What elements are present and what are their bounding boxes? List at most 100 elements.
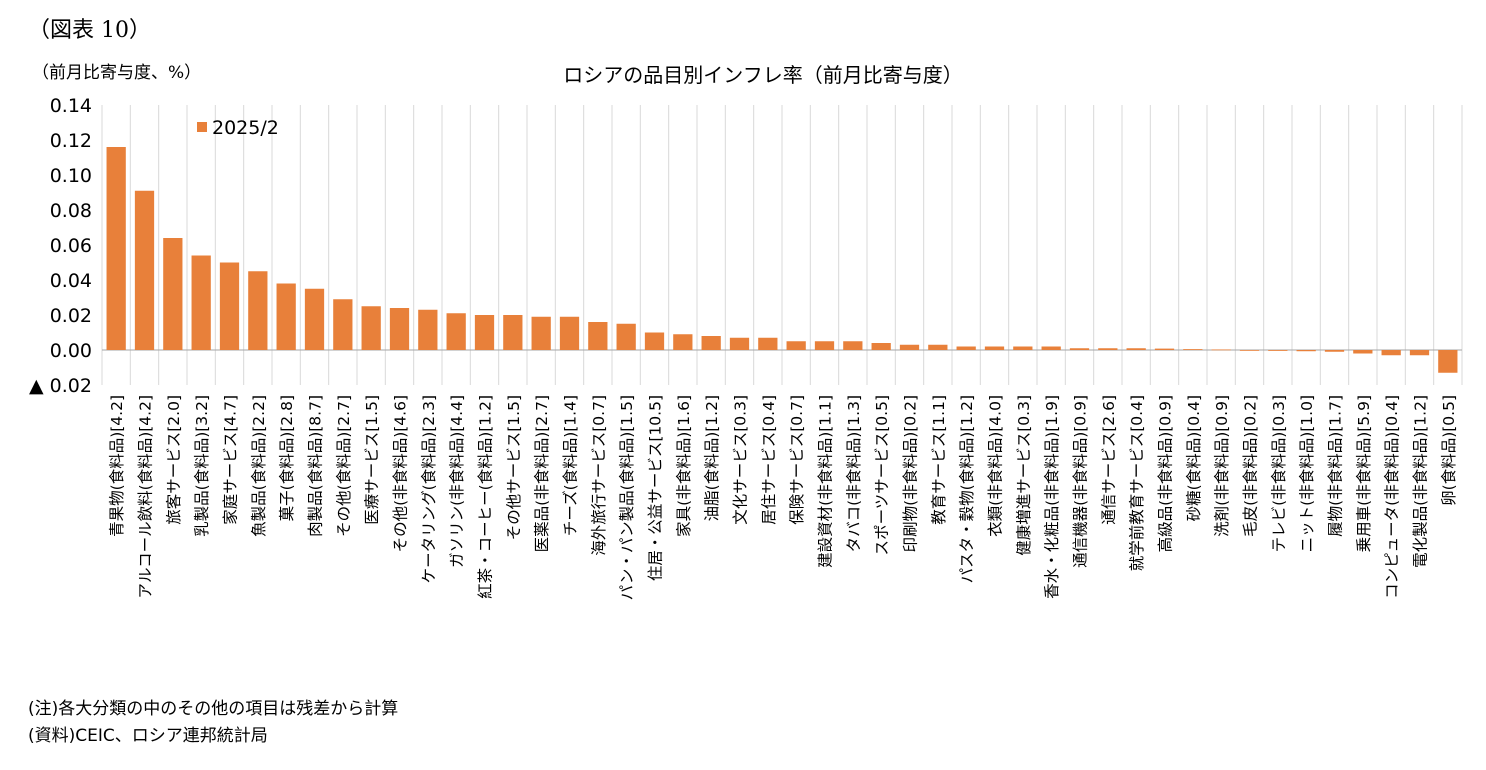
x-tick-label: ケータリング(食料品)[2.3] <box>420 395 438 583</box>
bar <box>531 316 551 350</box>
bar <box>474 315 495 350</box>
x-tick-label: 電化製品(非食料品)[1.2] <box>1412 395 1430 568</box>
y-tick-label: 0.10 <box>50 165 92 187</box>
x-tick-label: 衣類(非食料品)[4.0] <box>987 395 1005 537</box>
x-tick-label: パン・パン製品(食料品)[1.5] <box>618 395 636 600</box>
bar <box>928 344 948 350</box>
figure-label: （図表 10） <box>28 18 151 43</box>
x-tick-label: 印刷物(非食料品)[0.2] <box>902 395 920 552</box>
bar <box>1353 350 1373 354</box>
bar <box>418 309 438 350</box>
x-tick-label: 油脂(食料品)[1.2] <box>703 395 721 521</box>
bar <box>559 316 580 350</box>
bar <box>163 238 183 350</box>
x-tick-label: 健康増進サービス[0.3] <box>1015 395 1033 556</box>
x-tick-label: その他(食料品)[2.7] <box>335 395 353 537</box>
x-tick-label: 居住サービス[0.4] <box>760 395 778 525</box>
bar <box>616 323 636 350</box>
x-tick-label: 医療サービス[1.5] <box>363 395 381 525</box>
x-tick-label: 乗用車(非食料品)[5.9] <box>1355 395 1373 552</box>
bar <box>588 322 608 350</box>
y-tick-label: 0.00 <box>50 340 92 362</box>
x-tick-label: テレビ(非食料品)[0.3] <box>1270 395 1288 552</box>
bar <box>248 271 268 350</box>
x-tick-label: その他(非食料品)[4.6] <box>392 395 410 552</box>
footnote: (注)各大分類の中のその他の項目は残差から計算 <box>28 699 399 719</box>
bar <box>503 315 523 350</box>
x-tick-label: 通信機器(非食料品)[0.9] <box>1072 395 1090 568</box>
legend-swatch <box>197 122 207 132</box>
bar <box>446 313 466 350</box>
bar <box>899 344 920 350</box>
x-tick-label: パスタ・穀物(食料品)[1.2] <box>958 395 976 583</box>
x-tick-label: 毛皮(非食料品)[0.2] <box>1242 395 1260 537</box>
x-tick-label: 香水・化粧品(非食料品)[1.9] <box>1043 395 1061 599</box>
bar <box>276 283 296 350</box>
x-tick-label: 教育サービス[1.1] <box>930 395 948 525</box>
x-tick-label: 医薬品(非食料品)[2.7] <box>533 395 551 552</box>
x-tick-label: 文化サービス[0.3] <box>732 395 750 525</box>
bar <box>984 346 1005 350</box>
y-tick-label: 0.04 <box>50 270 92 292</box>
bar <box>1409 350 1430 356</box>
y-axis-unit-label: （前月比寄与度、%） <box>32 63 202 83</box>
y-tick-label: 0.08 <box>50 200 92 222</box>
x-tick-label: 家具(非食料品)[1.6] <box>675 395 693 537</box>
x-tick-label: 洗剤(非食料品)[0.9] <box>1213 395 1231 537</box>
x-tick-label: 砂糖(食料品)[0.4] <box>1185 395 1203 521</box>
x-tick-label: 家庭サービス[4.7] <box>222 395 240 525</box>
x-tick-label: 卵(食料品)[0.5] <box>1440 395 1458 506</box>
bar <box>219 262 240 350</box>
source-note: (資料)CEIC、ロシア連邦統計局 <box>28 726 268 746</box>
x-tick-label: タバコ(非食料品)[1.3] <box>845 395 863 552</box>
bar <box>304 288 325 350</box>
x-tick-label: 紅茶・コーヒー(食料品)[1.2] <box>477 395 495 599</box>
bar <box>758 337 778 350</box>
bar <box>1041 346 1061 350</box>
x-tick-label: チーズ(食料品)[1.4] <box>562 395 580 536</box>
y-tick-label: 0.14 <box>50 95 92 117</box>
x-tick-label: 青果物(食料品)[4.2] <box>108 395 126 537</box>
bar <box>191 255 211 350</box>
bar <box>106 147 126 350</box>
x-tick-label: 菓子(食料品)[2.8] <box>278 395 296 521</box>
x-tick-label: 乳製品(食料品)[3.2] <box>193 395 211 537</box>
bar <box>1324 350 1345 352</box>
bar <box>1154 348 1175 350</box>
x-tick-label: その他サービス[1.5] <box>505 395 523 540</box>
bar <box>333 299 353 350</box>
bar <box>1126 348 1146 350</box>
x-tick-label: 住居・公益サービス[10.5] <box>647 395 665 581</box>
x-tick-label: 履物(非食料品)[1.7] <box>1327 395 1345 537</box>
bar-chart: 0.14 0.12 0.10 0.08 0.06 0.04 0.02 0.00 ▲ 0.02 青果… <box>29 95 1463 600</box>
bar <box>1381 350 1401 356</box>
bar <box>673 334 693 350</box>
x-tick-label: ガソリン(非食料品)[4.4] <box>448 395 466 568</box>
x-tick-label: 建設資材(非食料品)[1.1] <box>817 395 835 568</box>
x-tick-label: 高級品(非食料品)[0.9] <box>1157 395 1175 552</box>
x-tick-label: スポーツサービス[0.5] <box>873 395 891 555</box>
x-tick-label: 魚製品(食料品)[2.2] <box>250 395 268 537</box>
bar <box>814 341 835 350</box>
y-tick-label: 0.02 <box>50 305 92 327</box>
bar <box>871 343 891 350</box>
bar <box>1013 346 1033 350</box>
bar <box>843 341 863 350</box>
x-tick-label: 肉製品(食料品)[8.7] <box>307 395 325 537</box>
bar <box>701 336 721 350</box>
bar <box>134 190 155 350</box>
bar <box>1438 350 1458 373</box>
x-tick-label: 海外旅行サービス[0.7] <box>590 395 608 556</box>
bar <box>361 306 381 350</box>
chart-title: ロシアの品目別インフレ率（前月比寄与度） <box>563 63 963 87</box>
bar <box>1183 349 1203 350</box>
bar <box>1296 350 1316 352</box>
bar <box>1098 348 1118 350</box>
x-tick-label: 就学前教育サービス[0.4] <box>1128 395 1146 571</box>
bar <box>1239 350 1260 351</box>
bar <box>1268 350 1288 351</box>
bar <box>1069 348 1090 350</box>
x-tick-label: アルコール飲料(食料品)[4.2] <box>137 395 155 599</box>
legend-label: 2025/2 <box>212 117 279 139</box>
bar <box>786 341 806 350</box>
